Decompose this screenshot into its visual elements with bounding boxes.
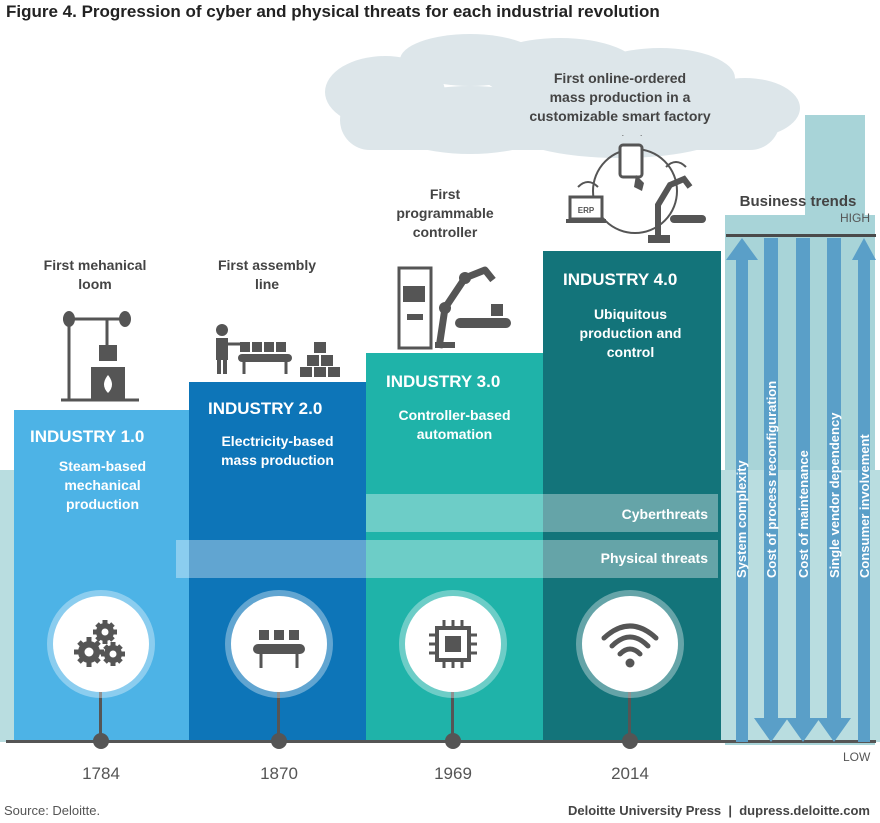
figure-title: Figure 4. Progression of cyber and physi…	[6, 2, 660, 21]
publisher-credit: Deloitte University Press | dupress.delo…	[567, 803, 870, 818]
business-trends-title: Business trends	[739, 193, 857, 210]
conveyor-icon	[253, 630, 305, 668]
svg-text:ERP: ERP	[578, 206, 595, 215]
industry-1-desc: Steam-based mechanical production	[58, 458, 147, 512]
industry-3-icon-circle	[405, 596, 501, 692]
trend-arrow-up	[726, 238, 758, 742]
industry-2-desc: Electricity-based mass production	[221, 433, 334, 468]
trend-label-vendor-dependency: Single vendor dependency	[827, 412, 842, 578]
trend-label-maintenance: Cost of maintenance	[796, 450, 811, 578]
timeline-stem-1784	[99, 690, 102, 740]
low-label: LOW	[843, 750, 871, 764]
industry-3-title: INDUSTRY 3.0	[386, 372, 501, 391]
timeline-stem-2014	[628, 690, 631, 740]
caption-assembly: First assembly line	[217, 257, 317, 292]
trend-label-process-reconfiguration: Cost of process reconfiguration	[764, 380, 779, 578]
timeline-dot-1969	[445, 733, 461, 749]
cyberthreats-band	[366, 494, 718, 532]
physical-threats-label: Physical threats	[600, 550, 708, 566]
timeline-dot-1784	[93, 733, 109, 749]
timeline-dot-1870	[271, 733, 287, 749]
trend-label-system-complexity: System complexity	[734, 460, 749, 578]
trend-arrow-down	[786, 238, 820, 742]
physical-threats-band	[176, 540, 718, 578]
trend-arrow-down	[754, 238, 788, 742]
cloud-shape	[325, 34, 800, 158]
timeline-stem-1870	[277, 690, 280, 740]
wifi-icon	[601, 623, 659, 668]
cyberthreats-label: Cyberthreats	[621, 506, 708, 522]
caption-controller: First programmable controller	[396, 186, 494, 240]
timeline-axis	[6, 740, 876, 743]
industry-4-desc: Ubiquitous production and control	[579, 306, 682, 360]
year-label: 1784	[82, 764, 120, 783]
industry-1-title: INDUSTRY 1.0	[30, 427, 145, 446]
trend-arrow-up	[852, 238, 876, 742]
year-label: 1870	[260, 764, 298, 783]
caption-smart-factory: First online-ordered mass production in a…	[529, 70, 711, 124]
gears-icon	[74, 620, 125, 667]
industry-4-title: INDUSTRY 4.0	[563, 270, 678, 289]
high-line	[726, 234, 876, 237]
industry-4-icon-circle	[582, 596, 678, 692]
high-label: HIGH	[840, 211, 870, 225]
year-label: 2014	[611, 764, 649, 783]
smart-factory-icon: ERP	[566, 135, 706, 243]
programmable-controller-icon	[397, 266, 511, 350]
assembly-line-icon	[216, 324, 340, 377]
steam-engine-icon	[61, 311, 139, 402]
trend-arrows	[726, 238, 876, 742]
industry-2-icon-circle	[231, 596, 327, 692]
timeline-dot-2014	[622, 733, 638, 749]
year-label: 1969	[434, 764, 472, 783]
industry-3-desc: Controller-based automation	[398, 407, 511, 442]
chip-icon	[429, 620, 477, 668]
caption-loom: First mehanical loom	[43, 257, 147, 292]
industry-2-title: INDUSTRY 2.0	[208, 399, 323, 418]
source-note: Source: Deloitte.	[4, 803, 101, 818]
trend-label-consumer-involvement: Consumer involvement	[857, 434, 872, 578]
trend-arrow-down	[817, 238, 851, 742]
timeline-stem-1969	[451, 690, 454, 740]
industry-1-icon-circle	[53, 596, 149, 692]
